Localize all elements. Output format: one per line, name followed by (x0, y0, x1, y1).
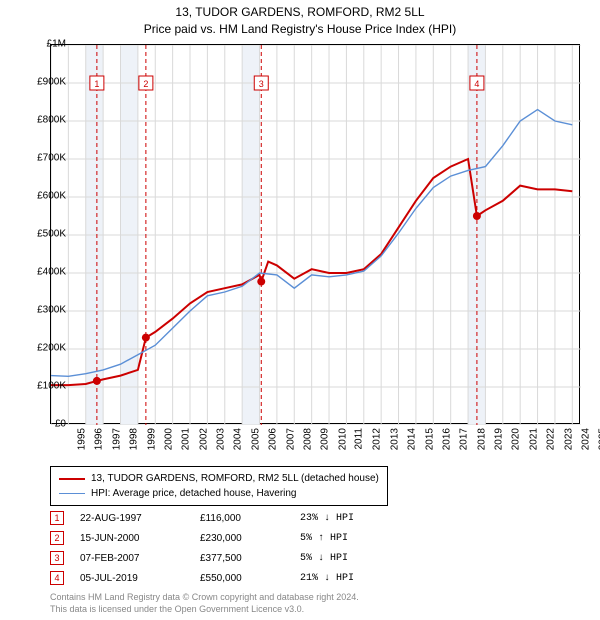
footer-line-2: This data is licensed under the Open Gov… (50, 604, 359, 616)
sale-delta: 21% ↓ HPI (300, 573, 420, 584)
x-tick-label: 2024 (580, 428, 591, 450)
x-tick-label: 2004 (233, 428, 244, 450)
sale-price: £230,000 (200, 533, 300, 544)
sale-delta: 23% ↓ HPI (300, 513, 420, 524)
x-tick-label: 2009 (320, 428, 331, 450)
x-tick-label: 1998 (128, 428, 139, 450)
x-tick-label: 2002 (198, 428, 209, 450)
x-tick-label: 1997 (111, 428, 122, 450)
sale-marker-icon: 1 (50, 511, 64, 525)
sale-date: 15-JUN-2000 (80, 533, 200, 544)
table-row: 4 05-JUL-2019 £550,000 21% ↓ HPI (50, 568, 420, 588)
sale-date: 22-AUG-1997 (80, 513, 200, 524)
title-line-1: 13, TUDOR GARDENS, ROMFORD, RM2 5LL (0, 4, 600, 21)
x-tick-label: 2016 (441, 428, 452, 450)
y-tick-label: £400K (22, 267, 66, 278)
x-tick-label: 2008 (302, 428, 313, 450)
x-tick-label: 2019 (493, 428, 504, 450)
footer: Contains HM Land Registry data © Crown c… (50, 592, 359, 615)
sale-price: £116,000 (200, 513, 300, 524)
title-line-2: Price paid vs. HM Land Registry's House … (0, 21, 600, 38)
y-tick-label: £0 (22, 419, 66, 430)
x-tick-label: 2023 (563, 428, 574, 450)
x-tick-label: 2017 (459, 428, 470, 450)
x-tick-label: 2021 (528, 428, 539, 450)
y-tick-label: £300K (22, 305, 66, 316)
x-tick-label: 2020 (511, 428, 522, 450)
legend-item: 13, TUDOR GARDENS, ROMFORD, RM2 5LL (det… (59, 471, 379, 486)
chart-svg: 1 2 3 4 (51, 45, 581, 425)
legend: 13, TUDOR GARDENS, ROMFORD, RM2 5LL (det… (50, 466, 388, 506)
legend-label: 13, TUDOR GARDENS, ROMFORD, RM2 5LL (det… (91, 471, 379, 486)
sale-marker-icon: 2 (50, 531, 64, 545)
legend-swatch (59, 478, 85, 480)
sale-price: £550,000 (200, 573, 300, 584)
x-tick-label: 1995 (76, 428, 87, 450)
x-tick-label: 2014 (406, 428, 417, 450)
y-tick-label: £600K (22, 191, 66, 202)
svg-text:3: 3 (259, 79, 264, 89)
table-row: 1 22-AUG-1997 £116,000 23% ↓ HPI (50, 508, 420, 528)
y-tick-label: £500K (22, 229, 66, 240)
legend-swatch (59, 493, 85, 494)
x-tick-label: 2000 (163, 428, 174, 450)
y-tick-label: £200K (22, 343, 66, 354)
x-tick-label: 2003 (215, 428, 226, 450)
x-tick-label: 2011 (354, 428, 365, 450)
table-row: 2 15-JUN-2000 £230,000 5% ↑ HPI (50, 528, 420, 548)
y-tick-label: £800K (22, 115, 66, 126)
sale-price: £377,500 (200, 553, 300, 564)
legend-item: HPI: Average price, detached house, Have… (59, 486, 379, 501)
sale-date: 05-JUL-2019 (80, 573, 200, 584)
svg-text:4: 4 (474, 79, 479, 89)
sale-marker-icon: 3 (50, 551, 64, 565)
x-tick-label: 2006 (267, 428, 278, 450)
svg-text:1: 1 (94, 79, 99, 89)
x-tick-label: 2022 (545, 428, 556, 450)
sale-delta: 5% ↓ HPI (300, 553, 420, 564)
sale-delta: 5% ↑ HPI (300, 533, 420, 544)
y-tick-label: £100K (22, 381, 66, 392)
sale-marker-icon: 4 (50, 571, 64, 585)
legend-label: HPI: Average price, detached house, Have… (91, 486, 297, 501)
x-tick-label: 2012 (372, 428, 383, 450)
sales-table: 1 22-AUG-1997 £116,000 23% ↓ HPI 2 15-JU… (50, 508, 420, 588)
chart-container: 13, TUDOR GARDENS, ROMFORD, RM2 5LL Pric… (0, 0, 600, 620)
table-row: 3 07-FEB-2007 £377,500 5% ↓ HPI (50, 548, 420, 568)
y-tick-label: £900K (22, 77, 66, 88)
y-tick-label: £1M (22, 39, 66, 50)
svg-text:2: 2 (143, 79, 148, 89)
y-tick-label: £700K (22, 153, 66, 164)
x-tick-label: 2010 (337, 428, 348, 450)
sale-date: 07-FEB-2007 (80, 553, 200, 564)
x-tick-label: 1999 (146, 428, 157, 450)
x-tick-label: 2015 (424, 428, 435, 450)
x-tick-label: 2001 (181, 428, 192, 450)
x-tick-label: 2013 (389, 428, 400, 450)
x-tick-label: 2007 (285, 428, 296, 450)
footer-line-1: Contains HM Land Registry data © Crown c… (50, 592, 359, 604)
title-block: 13, TUDOR GARDENS, ROMFORD, RM2 5LL Pric… (0, 0, 600, 40)
x-tick-label: 2005 (250, 428, 261, 450)
x-tick-label: 2018 (476, 428, 487, 450)
plot-area: 1 2 3 4 (50, 44, 580, 424)
x-tick-label: 1996 (94, 428, 105, 450)
